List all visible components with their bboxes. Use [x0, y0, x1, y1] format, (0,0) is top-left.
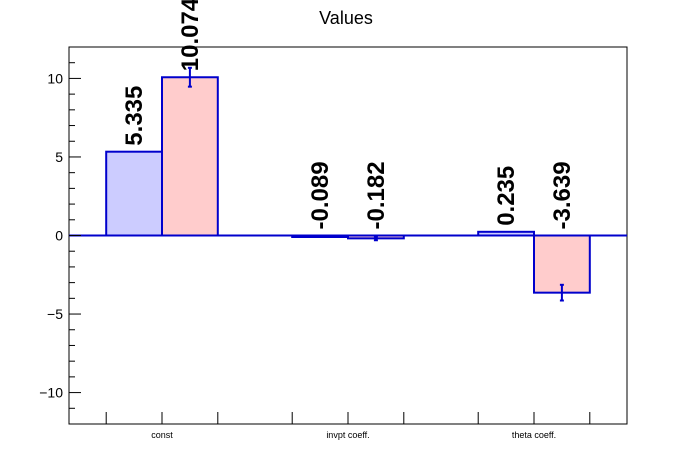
bar-value-label: -3.639: [549, 161, 576, 229]
error-bar: [559, 283, 564, 302]
x-category-label: theta coeff.: [512, 430, 556, 440]
bar-value-label: -0.089: [307, 161, 334, 229]
chart-title: Values: [319, 8, 373, 28]
y-tick-label: 0: [55, 228, 63, 244]
error-bar: [373, 235, 378, 242]
bar-value-label: 0.235: [493, 166, 520, 226]
bar-value-label: -0.182: [363, 161, 390, 229]
x-category-label: const: [151, 430, 173, 440]
bar-2-const: [161, 76, 219, 237]
bar-value-label: 10.074: [177, 0, 204, 71]
y-tick-label: −5: [47, 306, 63, 322]
y-tick-label: 5: [55, 149, 63, 165]
bar-1-const: [105, 150, 163, 237]
y-tick-label: −10: [39, 385, 63, 401]
bar-value-label: 5.335: [121, 86, 148, 146]
x-category-label: invpt coeff.: [326, 430, 369, 440]
error-bar: [187, 66, 192, 88]
y-tick-label: 10: [47, 70, 63, 86]
